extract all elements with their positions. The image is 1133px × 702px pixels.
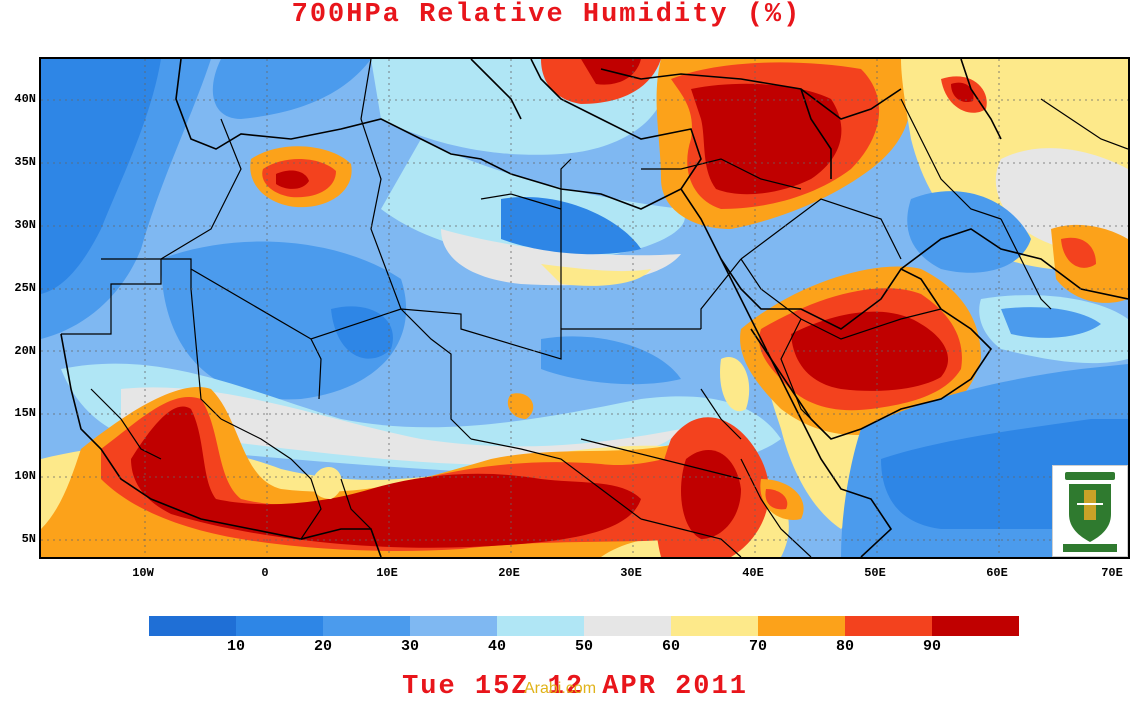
legend-tick-10: 10 [226, 638, 245, 655]
legend-tick-60: 60 [661, 638, 680, 655]
lat-label-35n: 35N [14, 155, 36, 169]
lat-label-15n: 15N [14, 406, 36, 420]
lat-label-20n: 20N [14, 344, 36, 358]
color-legend [149, 616, 1019, 636]
lat-label-10n: 10N [14, 469, 36, 483]
legend-swatch [236, 616, 323, 636]
lat-label-40n: 40N [14, 92, 36, 106]
legend-swatch [671, 616, 758, 636]
lon-label-30e: 30E [620, 566, 642, 580]
valid-time-label: Tue 15Z 12 APR 2011 [402, 672, 748, 702]
chart-title: 700HPa Relative Humidity (%) [291, 0, 802, 30]
lon-label-10w: 10W [132, 566, 154, 580]
lon-label-10e: 10E [376, 566, 398, 580]
legend-swatch [410, 616, 497, 636]
legend-tick-80: 80 [835, 638, 854, 655]
legend-tick-50: 50 [574, 638, 593, 655]
legend-swatch [758, 616, 845, 636]
university-logo [1052, 465, 1128, 557]
humidity-map [39, 57, 1130, 559]
lat-label-30n: 30N [14, 218, 36, 232]
lon-label-20e: 20E [498, 566, 520, 580]
legend-tick-30: 30 [400, 638, 419, 655]
legend-tick-20: 20 [313, 638, 332, 655]
legend-swatch [149, 616, 236, 636]
watermark: Arabi.com [524, 680, 597, 697]
lat-label-5n: 5N [21, 532, 36, 546]
lon-label-50e: 50E [864, 566, 886, 580]
legend-swatch [497, 616, 584, 636]
lat-label-25n: 25N [14, 281, 36, 295]
lon-label-0: 0 [261, 566, 269, 580]
legend-swatch [323, 616, 410, 636]
legend-swatch [845, 616, 932, 636]
lon-label-60e: 60E [986, 566, 1008, 580]
lon-label-40e: 40E [742, 566, 764, 580]
lon-label-70e: 70E [1101, 566, 1123, 580]
legend-tick-90: 90 [922, 638, 941, 655]
legend-swatch [584, 616, 671, 636]
legend-tick-70: 70 [748, 638, 767, 655]
legend-swatch [932, 616, 1019, 636]
legend-tick-40: 40 [487, 638, 506, 655]
